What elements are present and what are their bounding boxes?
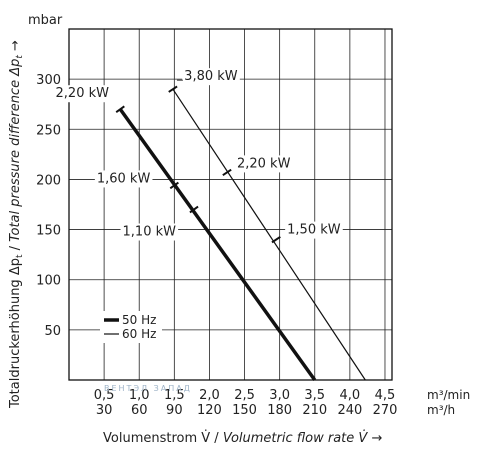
annotation-tick: [189, 205, 199, 214]
annotation-label: 2,20 kW: [56, 86, 110, 101]
x-tick-label-primary: 4,0: [340, 388, 361, 403]
annotation-label-background: [234, 155, 293, 173]
x-tick-label-primary: 2,0: [199, 388, 220, 403]
y-axis-label: Totaldruckerhöhung Δpt / Total pressure …: [8, 40, 25, 409]
y-axis-label-italic: Total pressure difference Δp: [8, 59, 23, 242]
annotation-label: 1,10 kW: [123, 225, 177, 240]
plot-frame: [68, 28, 393, 381]
legend: 50 Hz 60 Hz: [100, 311, 162, 343]
annotation-layer: 2,20 kW 1,60 kW 1,10 kW 3,80 kW 2,20 kW 1,50 …: [53, 68, 343, 244]
legend-background: [100, 311, 162, 343]
x-tick-label-secondary: 60: [131, 403, 148, 418]
annotation-label-background: [94, 170, 153, 188]
annotation-tick: [169, 181, 179, 190]
x-unit-secondary: m³/h: [427, 403, 455, 417]
series-line-50hz: [118, 108, 317, 382]
annotation-label: 1,60 kW: [97, 171, 151, 186]
x-tick-label-primary: 2,5: [234, 388, 255, 403]
x-tick-label-primary: 3,0: [269, 388, 290, 403]
legend-label-50hz: 50 Hz: [122, 313, 156, 327]
x-tick-label-primary: 1,0: [129, 388, 150, 403]
y-tick-label: 100: [36, 274, 61, 289]
x-axis-label: Volumenstrom V̇ / Volumetric flow rate V…: [103, 431, 382, 446]
x-tick-label-primary: 4,5: [375, 388, 396, 403]
annotation-label-background: [182, 68, 240, 86]
x-tick-label-secondary: 90: [166, 403, 183, 418]
x-axis-arrow: →: [371, 431, 382, 446]
x-tick-label-secondary: 30: [96, 403, 113, 418]
y-tick-label: 150: [36, 224, 61, 239]
x-axis-label-main: Volumenstrom V̇ /: [103, 431, 223, 446]
x-tick-label-primary: 1,5: [164, 388, 185, 403]
y-axis-label-main: Totaldruckerhöhung Δp: [8, 258, 23, 409]
y-tick-label: 50: [44, 324, 61, 339]
annotation-label: 3,80 kW: [184, 69, 238, 84]
annotation-tick: [222, 168, 232, 177]
x-tick-label-secondary: 180: [267, 403, 292, 418]
annotation-label-background: [120, 223, 179, 241]
x-axis-label-italic: Volumetric flow rate V̇: [223, 431, 369, 446]
x-tick-label-secondary: 240: [337, 403, 362, 418]
y-tick-label: 300: [36, 73, 61, 88]
y-axis-label-sub: t: [15, 254, 25, 258]
y-axis-label-italic-sub: t: [15, 55, 25, 59]
y-tick-label: 250: [36, 123, 61, 138]
legend-label-60hz: 60 Hz: [122, 327, 156, 341]
x-tick-label-secondary: 210: [302, 403, 327, 418]
y-axis-unit: mbar: [28, 13, 63, 28]
y-axis-label-sep: /: [8, 242, 23, 255]
y-axis-arrow: →: [8, 40, 23, 51]
x-tick-label-primary: 3,5: [304, 388, 325, 403]
annotation-tick: [271, 236, 281, 244]
watermark: ВЕНТЭЛ ЗАПАД: [104, 384, 192, 393]
annotation-tick: [115, 105, 125, 113]
x-tick-label-secondary: 120: [197, 403, 222, 418]
y-tick-label: 200: [36, 173, 61, 188]
x-tick-label-primary: 0,5: [94, 388, 115, 403]
annotation-label: 2,20 kW: [237, 156, 291, 171]
annotation-label-background: [53, 85, 112, 103]
annotation-label: 1,50 kW: [287, 223, 341, 238]
series-layer: [118, 88, 366, 382]
series-line-60hz: [172, 88, 366, 381]
x-tick-label-secondary: 150: [232, 403, 257, 418]
annotation-label-background: [285, 221, 343, 239]
annotation-tick: [168, 85, 178, 93]
x-tick-label-secondary: 270: [373, 403, 398, 418]
x-unit-primary: m³/min: [427, 388, 470, 402]
